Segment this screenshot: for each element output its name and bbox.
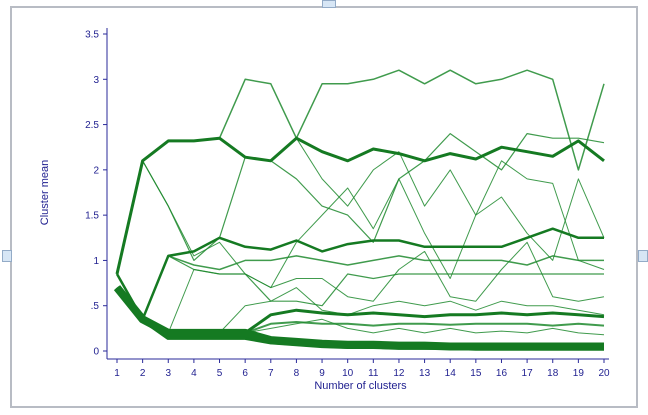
x-tick-label: 14	[445, 368, 457, 379]
trajectory-lines	[117, 70, 604, 348]
x-tick-label: 4	[191, 368, 197, 379]
y-tick-label: 3	[93, 75, 99, 86]
x-tick-label: 11	[368, 368, 379, 379]
x-tick-label: 12	[393, 368, 405, 379]
x-tick-label: 5	[217, 368, 223, 379]
y-axis-ticks: 0 .5 1 1.5 2 2.5 3 3.5	[85, 30, 107, 358]
x-tick-label: 10	[342, 368, 354, 379]
y-tick-label: 3.5	[85, 30, 99, 41]
y-axis-title: Cluster mean	[39, 160, 51, 225]
y-tick-label: 1	[93, 256, 99, 267]
x-tick-label: 2	[140, 368, 146, 379]
x-tick-label: 8	[294, 368, 300, 379]
x-tick-label: 16	[496, 368, 508, 379]
x-tick-label: 1	[114, 368, 120, 379]
trajectory-line-11	[117, 242, 604, 333]
y-tick-label: .5	[91, 301, 100, 312]
x-tick-label: 9	[319, 368, 325, 379]
x-tick-label: 6	[242, 368, 248, 379]
x-tick-label: 18	[547, 368, 559, 379]
x-tick-label: 17	[522, 368, 534, 379]
x-tick-label: 19	[573, 368, 585, 379]
y-tick-label: 1.5	[85, 211, 99, 222]
x-tick-label: 13	[419, 368, 431, 379]
y-tick-label: 2	[93, 165, 99, 176]
x-tick-label: 20	[598, 368, 610, 379]
x-tick-label: 7	[268, 368, 274, 379]
x-axis-ticks: 1 2 3 4 5 6 7 8 9 10 11 12 13 14 15 16 17 18 19 20	[114, 359, 610, 379]
y-tick-label: 0	[93, 347, 99, 358]
y-tick-label: 2.5	[85, 120, 99, 131]
x-tick-label: 3	[165, 368, 171, 379]
x-axis-title: Number of clusters	[314, 380, 407, 392]
trajectory-line-2	[117, 288, 604, 349]
x-tick-label: 15	[470, 368, 482, 379]
